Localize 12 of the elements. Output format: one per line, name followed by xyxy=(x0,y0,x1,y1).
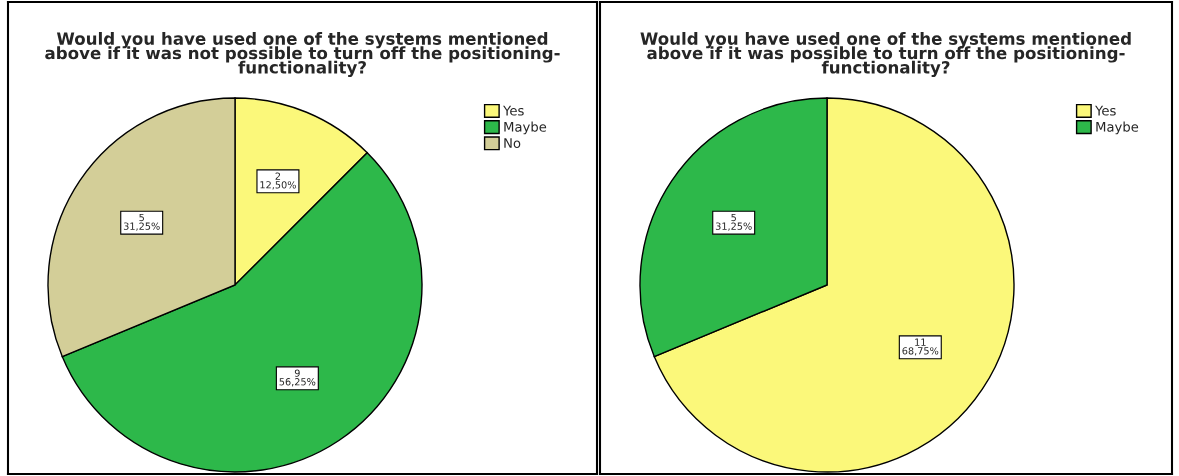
legend-label: Yes xyxy=(503,105,524,116)
chart-title: Would you have used one of the systems mentioned above if it was not possible to turn off the positioning- functionality? xyxy=(45,32,560,77)
legend-label: Maybe xyxy=(504,121,547,135)
legend-label: Yes xyxy=(1095,105,1116,116)
data-label: 5 31,25% xyxy=(123,213,160,231)
chart-title: Would you have used one of the systems mentioned above if it was possible to turn off the positioning- functionality? xyxy=(640,32,1131,77)
data-label: 9 56,25% xyxy=(279,369,316,387)
legend-label: Maybe xyxy=(1096,121,1139,135)
data-label: 11 68,75% xyxy=(902,338,939,356)
data-label: 2 12,50% xyxy=(260,172,296,190)
data-label: 5 31,25% xyxy=(715,213,752,231)
legend-label: No xyxy=(504,138,521,149)
